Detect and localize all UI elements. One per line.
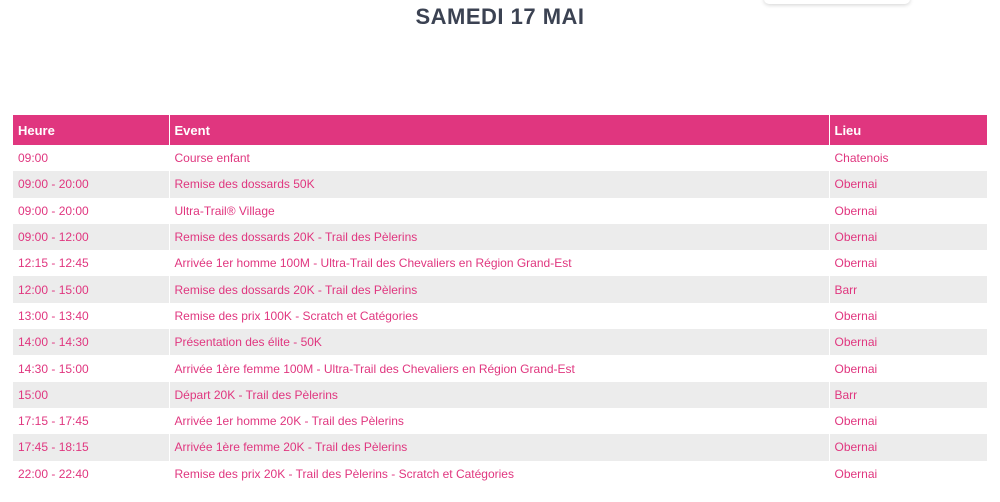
cell-event: Remise des prix 100K - Scratch et Catégo… (169, 302, 830, 330)
cell-heure: 17:15 - 17:45 (13, 407, 170, 435)
cell-heure: 09:00 - 20:00 (13, 197, 170, 224)
schedule-table: Heure Event Lieu 09:00 Course enfant Chate… (13, 115, 987, 487)
cell-lieu: Obernai (829, 434, 987, 461)
cell-heure: 14:30 - 15:00 (13, 355, 170, 382)
cell-event: Arrivée 1ère femme 20K - Trail des Pèler… (169, 434, 830, 461)
cell-event: Remise des dossards 20K - Trail des Pèle… (169, 276, 830, 303)
cell-heure: 12:15 - 12:45 (13, 250, 170, 277)
cell-heure: 22:00 - 22:40 (13, 460, 170, 487)
cell-heure: 12:00 - 15:00 (13, 276, 170, 303)
cell-event: Arrivée 1er homme 20K - Trail des Pèleri… (169, 407, 830, 435)
header-lieu: Lieu (829, 115, 987, 145)
cell-lieu: Chatenois (829, 145, 987, 172)
cell-event: Remise des dossards 20K - Trail des Pèle… (169, 223, 830, 251)
cell-heure: 09:00 - 12:00 (13, 223, 170, 251)
cell-heure: 15:00 (13, 381, 170, 408)
cell-event: Présentation des élite - 50K (169, 329, 830, 356)
cell-lieu: Obernai (829, 250, 987, 277)
cell-lieu: Obernai (829, 329, 987, 356)
table-row: 12:00 - 15:00 Remise des dossards 20K - T… (13, 276, 987, 303)
day-title: SAMEDI 17 MAI (415, 4, 585, 29)
cell-heure: 09:00 - 20:00 (13, 171, 170, 198)
cell-lieu: Obernai (829, 171, 987, 198)
cell-heure: 09:00 (13, 145, 170, 172)
cell-lieu: Obernai (829, 197, 987, 224)
cell-lieu: Obernai (829, 223, 987, 251)
cell-heure: 14:00 - 14:30 (13, 329, 170, 356)
header-event: Event (169, 115, 830, 145)
cell-event: Ultra-Trail® Village (169, 197, 830, 224)
table-row: 09:00 - 20:00 Ultra-Trail® Village Obernai (13, 197, 987, 224)
cell-lieu: Barr (829, 381, 987, 408)
table-row: 14:30 - 15:00 Arrivée 1ère femme 100M - U… (13, 355, 987, 382)
header-heure: Heure (13, 115, 170, 145)
cell-event: Remise des dossards 50K (169, 171, 830, 198)
cell-event: Remise des prix 20K - Trail des Pèlerins… (169, 460, 830, 487)
schedule-body: 09:00 Course enfant Chatenois 09:00 - 20:00… (13, 145, 987, 487)
cell-event: Départ 20K - Trail des Pèlerins (169, 381, 830, 408)
table-row: 22:00 - 22:40 Remise des prix 20K - Trail… (13, 460, 987, 487)
cell-lieu: Obernai (829, 407, 987, 435)
table-row: 09:00 Course enfant Chatenois (13, 145, 987, 172)
cell-lieu: Obernai (829, 355, 987, 382)
cell-event: Course enfant (169, 145, 830, 172)
table-row: 09:00 - 20:00 Remise des dossards 50K Ober… (13, 171, 987, 198)
table-header-row: Heure Event Lieu (13, 115, 987, 145)
cell-lieu: Obernai (829, 460, 987, 487)
table-row: 14:00 - 14:30 Présentation des élite - 50… (13, 329, 987, 356)
table-row: 12:15 - 12:45 Arrivée 1er homme 100M - Ul… (13, 250, 987, 277)
cell-heure: 17:45 - 18:15 (13, 434, 170, 461)
table-row: 13:00 - 13:40 Remise des prix 100K - Scra… (13, 302, 987, 330)
cell-event: Arrivée 1er homme 100M - Ultra-Trail des… (169, 250, 830, 277)
cell-lieu: Barr (829, 276, 987, 303)
cell-event: Arrivée 1ère femme 100M - Ultra-Trail de… (169, 355, 830, 382)
table-row: 15:00 Départ 20K - Trail des Pèlerins Barr (13, 381, 987, 408)
cell-heure: 13:00 - 13:40 (13, 302, 170, 330)
table-row: 17:15 - 17:45 Arrivée 1er homme 20K - Tra… (13, 407, 987, 435)
cell-lieu: Obernai (829, 302, 987, 330)
table-row: 17:45 - 18:15 Arrivée 1ère femme 20K - Tr… (13, 434, 987, 461)
top-floating-card (764, 0, 910, 4)
table-row: 09:00 - 12:00 Remise des dossards 20K - T… (13, 223, 987, 251)
